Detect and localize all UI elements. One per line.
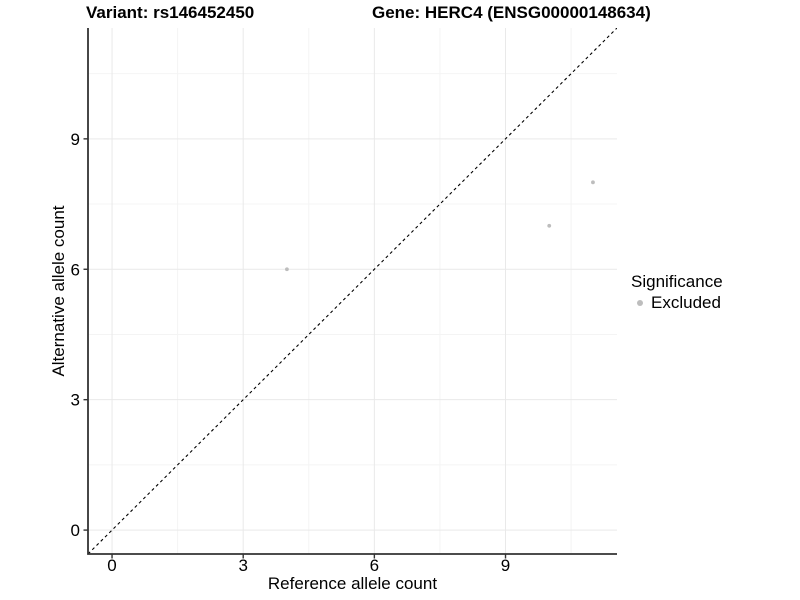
grid-minor: [88, 28, 617, 554]
x-tick-label: 3: [238, 556, 247, 575]
x-tick-label: 9: [501, 556, 510, 575]
plot-title-gene: Gene: HERC4 (ENSG00000148634): [372, 3, 651, 22]
tick-marks: [83, 138, 507, 559]
x-tick-label: 0: [107, 556, 116, 575]
legend-title: Significance: [631, 272, 723, 291]
data-point: [591, 180, 595, 185]
legend-item-label: Excluded: [651, 293, 721, 312]
y-axis-title: Alternative allele count: [49, 205, 68, 377]
series-excluded: [285, 180, 595, 272]
y-tick-label: 3: [71, 391, 80, 410]
y-tick-label: 6: [71, 260, 80, 279]
plot-title-variant: Variant: rs146452450: [86, 3, 255, 22]
data-point: [547, 223, 552, 228]
x-axis-title: Reference allele count: [267, 574, 438, 593]
legend-point-swatch: [637, 299, 643, 306]
y-tick-label: 0: [71, 521, 80, 540]
legend-item-excluded: Excluded: [631, 293, 723, 312]
axis-lines: [87, 28, 617, 555]
x-tick-label: 6: [370, 556, 379, 575]
legend: Significance Excluded: [631, 272, 723, 312]
identity-line: [88, 28, 617, 554]
data-point: [285, 267, 289, 272]
grid-major: [88, 28, 617, 554]
y-tick-label: 9: [71, 130, 80, 149]
